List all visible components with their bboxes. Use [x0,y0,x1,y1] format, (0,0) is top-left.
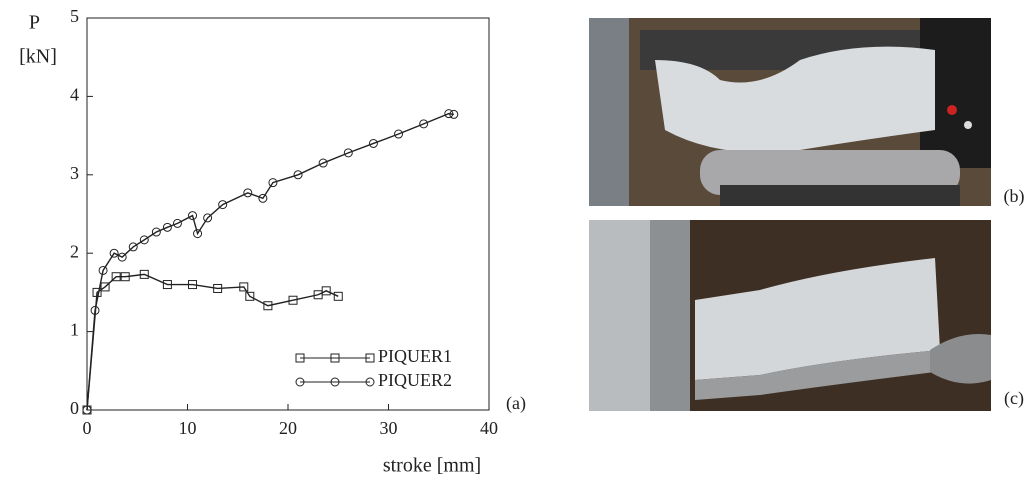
y-axis-label: P [29,12,40,34]
x-tick-label: 40 [480,418,498,438]
y-tick-label: 4 [70,85,79,105]
legend-label: PIQUER2 [378,370,452,390]
data-line [87,274,338,410]
y-tick-label: 1 [70,320,79,340]
panel-label: (b) [1004,186,1025,207]
y-tick-label: 2 [70,241,79,261]
x-axis-label: stroke [mm] [383,455,481,477]
y-tick-label: 5 [70,6,79,26]
figure: 0 10 20 30 40 0 1 2 3 4 5 stroke [mm] P [kN] PIQUER1 PI… [0,0,1027,484]
x-tick-label: 10 [179,418,197,438]
x-tick-label: 0 [83,418,92,438]
legend-label: PIQUER1 [378,346,452,366]
panel-label: (a) [506,393,526,414]
y-axis-label: [kN] [19,46,57,68]
x-tick-label: 30 [380,418,398,438]
photo-b [589,18,991,206]
panel-label: (c) [1004,388,1024,409]
y-tick-label: 0 [70,398,79,418]
y-tick-label: 3 [70,163,79,183]
photo-c [589,220,991,411]
x-tick-label: 20 [279,418,297,438]
